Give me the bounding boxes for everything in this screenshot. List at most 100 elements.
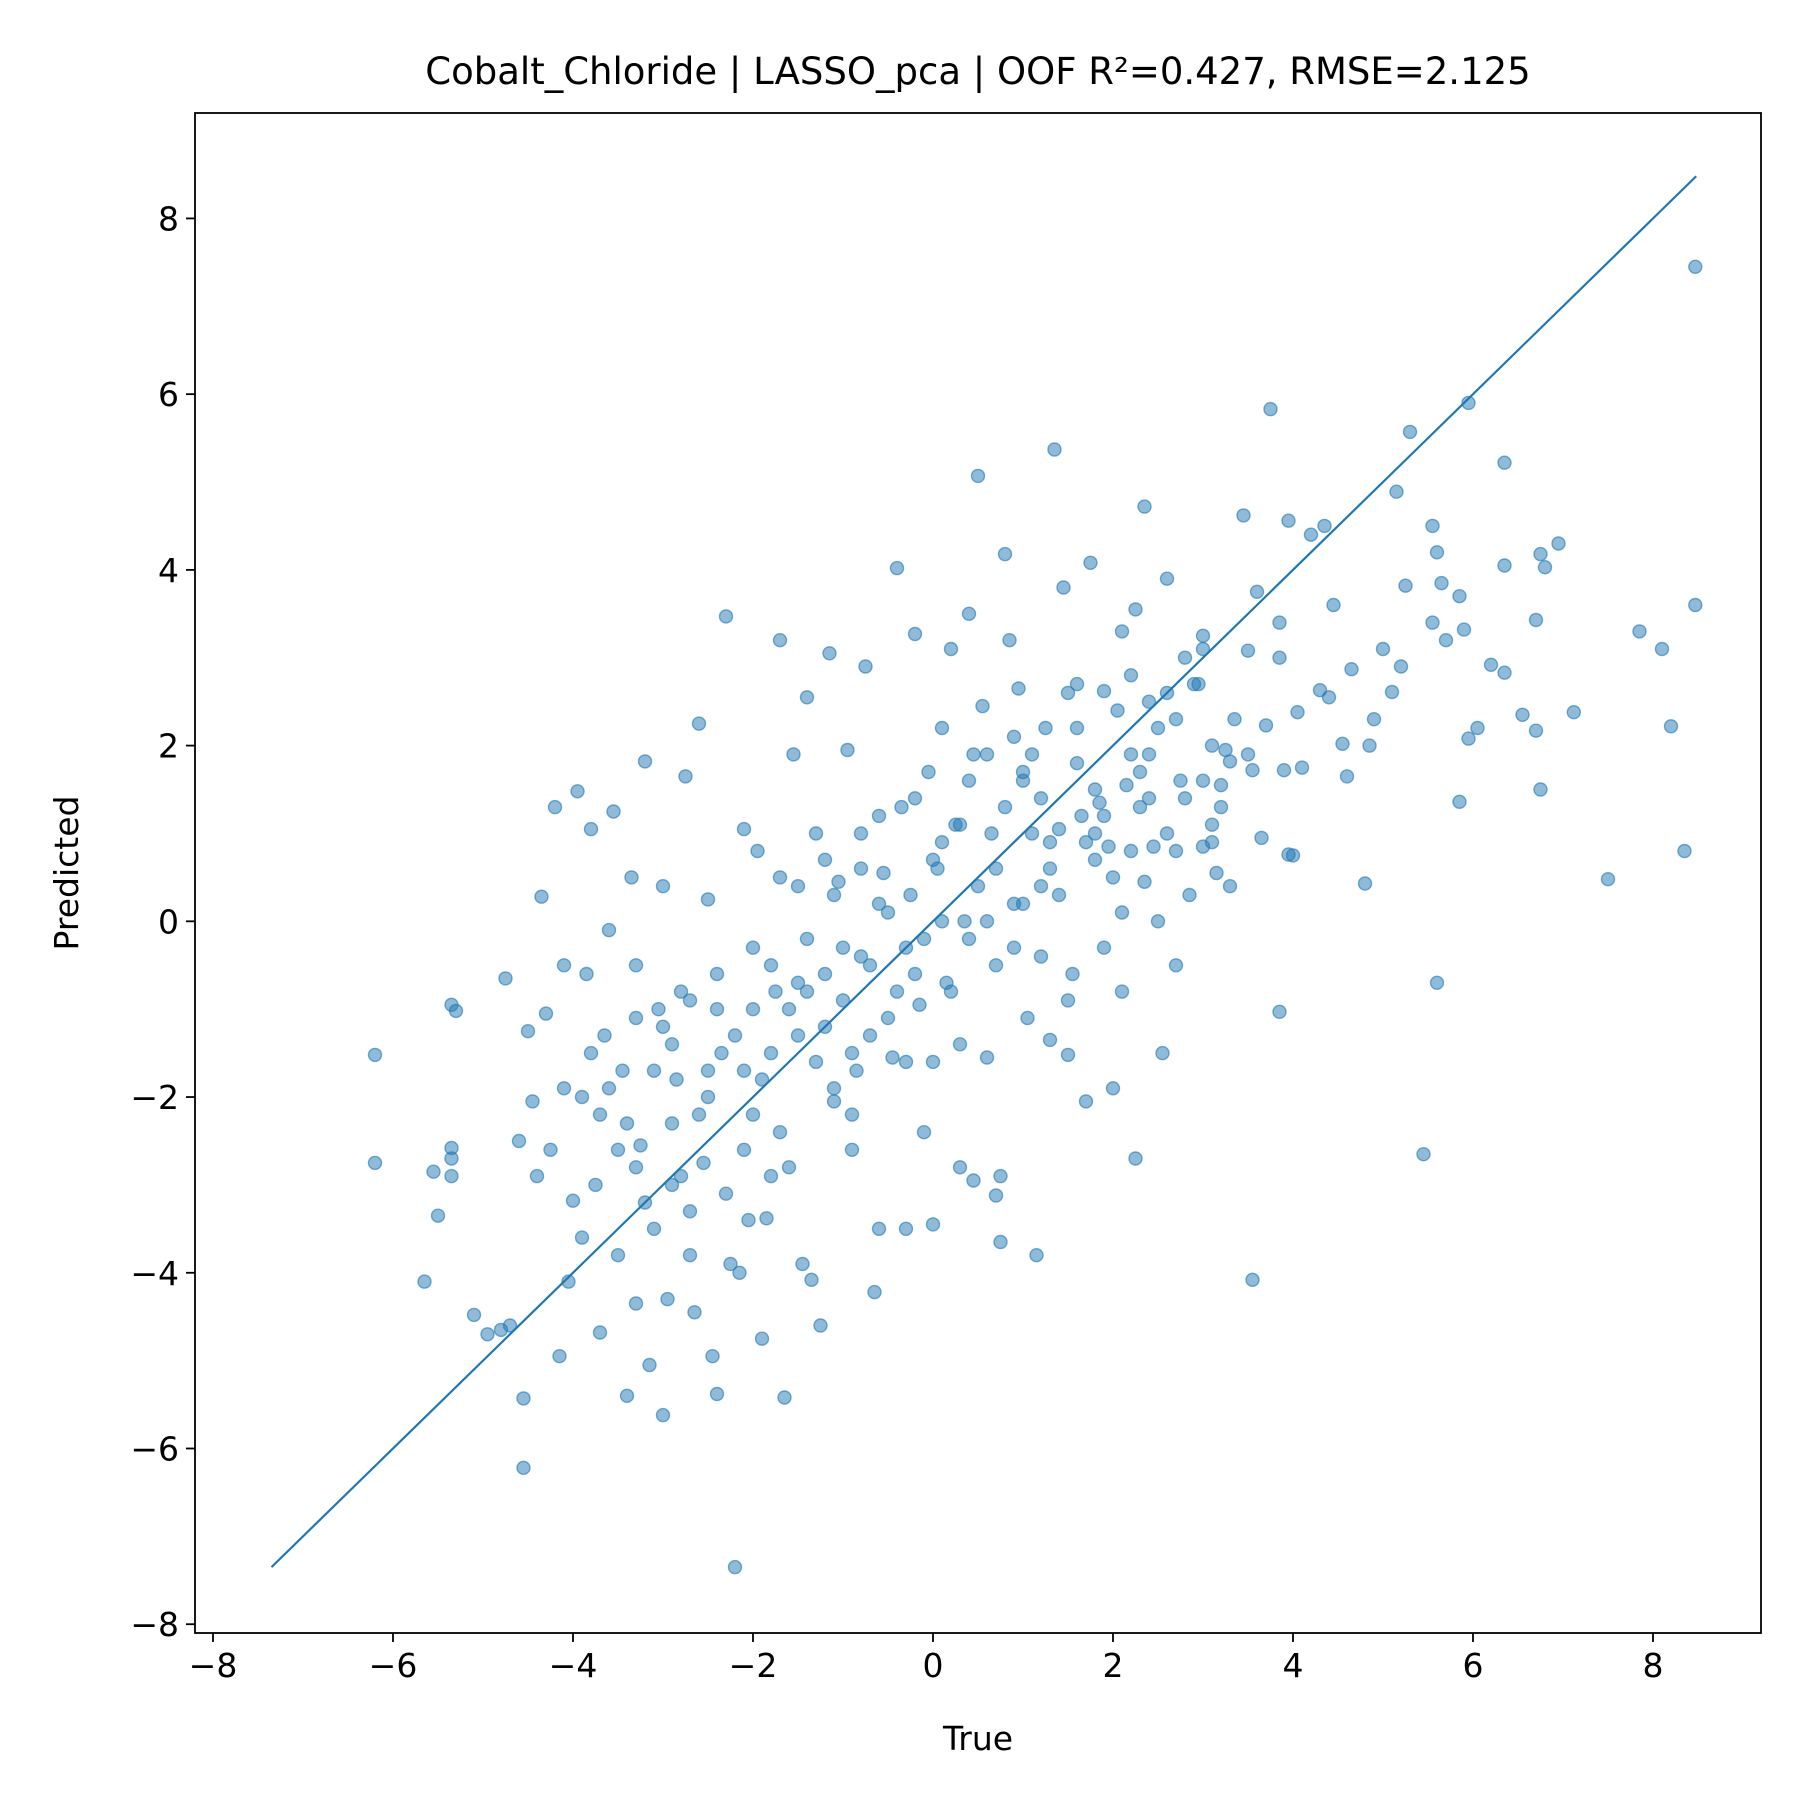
scatter-point: [1533, 546, 1548, 562]
scatter-point: [736, 1142, 752, 1158]
scatter-point: [768, 984, 783, 999]
scatter-point: [732, 1265, 747, 1281]
scatter-point: [673, 1168, 689, 1184]
scatter-point: [633, 1138, 648, 1153]
scatter-point: [1533, 782, 1548, 797]
scatter-point: [1303, 527, 1319, 542]
scatter-point: [799, 984, 815, 999]
scatter-point: [1393, 659, 1409, 674]
scatter-point: [1528, 612, 1544, 628]
scatter-point: [444, 1151, 459, 1166]
scatter-point: [925, 1217, 941, 1232]
scatter-point: [1375, 641, 1391, 657]
scatter-point: [952, 1160, 968, 1175]
scatter-point: [1128, 1151, 1143, 1166]
scatter-point: [777, 1390, 792, 1405]
scatter-point: [1294, 760, 1310, 775]
scatter-point: [993, 1168, 1008, 1184]
scatter-point: [781, 1160, 797, 1175]
scatter-point: [1213, 799, 1229, 815]
scatter-point: [1281, 847, 1296, 862]
scatter-point: [1438, 633, 1454, 648]
scatter-point: [534, 889, 549, 904]
scatter-point: [538, 1006, 554, 1021]
scatter-point: [817, 966, 833, 982]
scatter-point: [1078, 835, 1094, 850]
scatter-point: [601, 1081, 617, 1096]
scatter-point: [975, 698, 990, 714]
scatter-point: [655, 1407, 671, 1423]
scatter-point: [871, 808, 887, 824]
scatter-point: [592, 1325, 608, 1340]
scatter-point: [367, 1155, 383, 1171]
scatter-point: [417, 1274, 432, 1289]
scatter-point: [840, 742, 855, 758]
scatter-point: [988, 958, 1004, 973]
scatter-point: [1042, 1032, 1058, 1048]
scatter-point: [628, 1296, 644, 1311]
scatter-point: [1240, 747, 1256, 762]
scatter-point: [1312, 683, 1328, 698]
scatter-point: [754, 1072, 770, 1087]
scatter-point: [574, 1089, 590, 1105]
scatter-point: [736, 1063, 752, 1078]
scatter-point: [826, 1094, 842, 1109]
scatter-point: [1222, 879, 1238, 894]
x-tick-label: 6: [1463, 1646, 1484, 1685]
scatter-point: [1461, 731, 1476, 746]
scatter-point: [1452, 794, 1467, 809]
scatter-point: [1114, 905, 1130, 920]
scatter-point: [1213, 777, 1229, 793]
scatter-point: [583, 1045, 599, 1061]
scatter-point: [907, 626, 923, 642]
scatter-point: [1434, 575, 1449, 591]
scatter-point: [1128, 602, 1143, 617]
scatter-point: [493, 1322, 509, 1338]
scatter-point: [1416, 1146, 1431, 1162]
scatter-point: [547, 799, 563, 815]
scatter-point: [844, 1045, 860, 1061]
scatter-point: [934, 914, 950, 929]
scatter-point: [700, 1063, 716, 1078]
scatter-point: [1632, 624, 1647, 639]
scatter-point: [853, 861, 869, 876]
scatter-point: [1042, 861, 1058, 876]
scatter-point: [1020, 1010, 1035, 1026]
scatter-point: [1497, 455, 1512, 470]
scatter-point: [1249, 584, 1265, 599]
scatter-point: [867, 1284, 882, 1300]
scatter-point: [786, 747, 801, 762]
scatter-point: [718, 1186, 734, 1201]
scatter-point: [822, 646, 837, 661]
scatter-point: [556, 1081, 572, 1096]
scatter-point: [961, 931, 977, 947]
scatter-point: [858, 659, 873, 674]
scatter-point: [1096, 940, 1112, 955]
scatter-point: [597, 1028, 612, 1043]
scatter-point: [934, 720, 950, 736]
scatter-point: [750, 843, 765, 859]
scatter-point: [1177, 650, 1193, 665]
scatter-point: [763, 958, 779, 973]
scatter-point: [673, 984, 689, 999]
scatter-point: [1006, 940, 1022, 955]
scatter-point: [889, 560, 905, 576]
scatter-point: [943, 984, 959, 999]
scatter-point: [628, 958, 644, 973]
scatter-point: [880, 905, 896, 920]
scatter-point: [817, 852, 833, 867]
scatter-point: [772, 870, 788, 885]
scatter-point: [912, 997, 927, 1012]
scatter-point: [772, 633, 788, 648]
scatter-point: [646, 1063, 662, 1078]
scatter-point: [606, 804, 621, 819]
scatter-point: [1537, 560, 1553, 575]
scatter-point: [1069, 756, 1085, 771]
scatter-point: [988, 861, 1004, 876]
scatter-point: [952, 1037, 968, 1052]
scatter-point: [1566, 705, 1582, 720]
scatter-point: [1326, 597, 1341, 613]
scatter-point: [961, 606, 977, 621]
scatter-point: [1015, 764, 1031, 780]
scatter-point: [525, 1094, 540, 1109]
